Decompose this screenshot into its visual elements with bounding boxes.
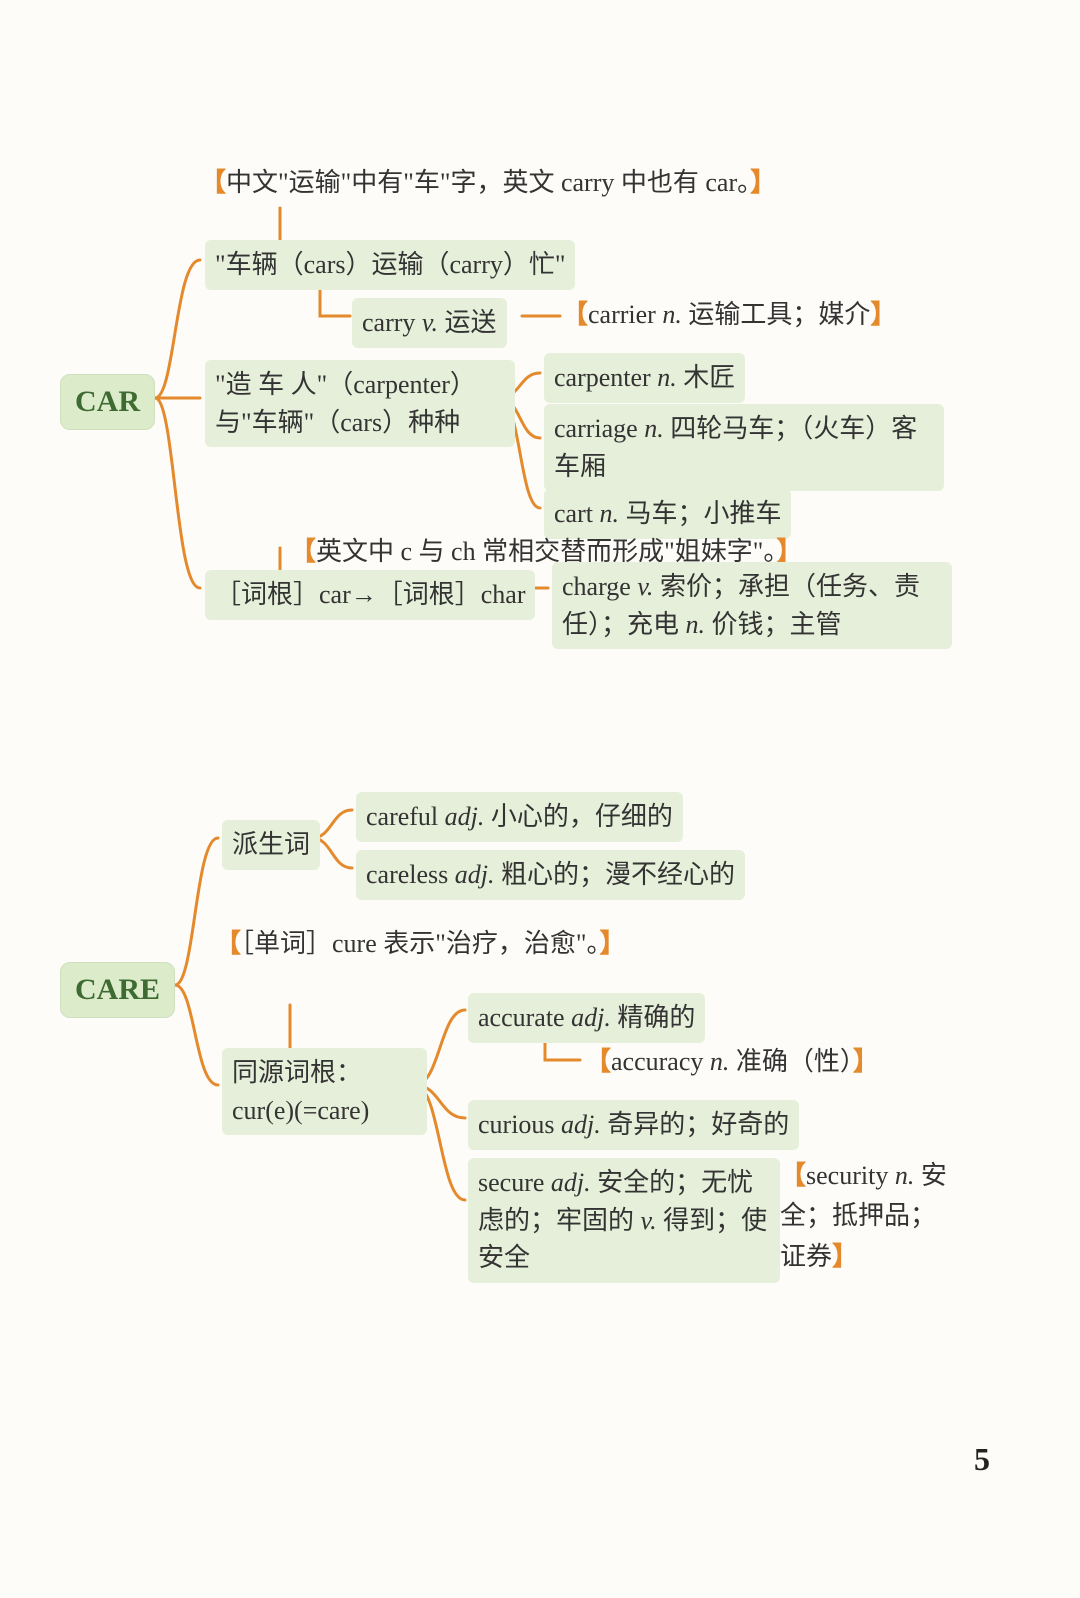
text-line: cur(e)(=care) — [232, 1092, 417, 1130]
note-cure: 【［单词］cure 表示"治疗，治愈"。】 — [215, 926, 626, 962]
node-curious: curious adj. 奇异的；好奇的 — [468, 1100, 799, 1150]
root-care: CARE — [60, 962, 175, 1018]
node-derivatives: 派生词 — [222, 820, 320, 870]
node-carpenter: carpenter n. 木匠 — [544, 353, 745, 403]
node-carry-verb: carry v. 运送 — [352, 298, 507, 348]
text-line: 与"车辆"（cars）种种 — [215, 404, 505, 442]
root-car: CAR — [60, 374, 155, 430]
node-cognate-root: 同源词根： cur(e)(=care) — [222, 1048, 427, 1135]
note-accuracy: 【accuracy n. 准确（性）】 — [585, 1044, 879, 1080]
node-cars-carry-phrase: "车辆（cars）运输（carry）忙" — [205, 240, 575, 290]
text-line: 同源词根： — [232, 1054, 417, 1092]
node-charge: charge v. 索价；承担（任务、责任）；充电 n. 价钱；主管 — [552, 562, 952, 649]
node-cart: cart n. 马车；小推车 — [544, 489, 791, 539]
note-carrier: 【carrier n. 运输工具；媒介】 — [562, 297, 896, 333]
node-secure: secure adj. 安全的；无忧虑的；牢固的 v. 得到；使安全 — [468, 1158, 780, 1283]
node-accurate: accurate adj. 精确的 — [468, 993, 705, 1043]
note-text: ［单词］cure 表示"治疗，治愈"。 — [241, 929, 599, 958]
node-car-char-root: ［词根］car→［词根］char — [205, 570, 535, 620]
node-careless: careless adj. 粗心的；漫不经心的 — [356, 850, 745, 900]
text-line: "造 车 人"（carpenter） — [215, 366, 505, 404]
note-car-carry: 【中文"运输"中有"车"字，英文 carry 中也有 car。】 — [200, 165, 776, 201]
diagram-stage: CAR 【中文"运输"中有"车"字，英文 carry 中也有 car。】 "车辆… — [0, 0, 1080, 1598]
node-careful: careful adj. 小心的，仔细的 — [356, 792, 683, 842]
note-security: 【security n. 安全；抵押品；证券】 — [780, 1156, 955, 1277]
node-carriage: carriage n. 四轮马车；（火车）客车厢 — [544, 404, 944, 491]
note-text: 中文"运输"中有"车"字，英文 carry 中也有 car。 — [226, 168, 750, 197]
node-carpenter-cars: "造 车 人"（carpenter） 与"车辆"（cars）种种 — [205, 360, 515, 447]
page-number: 5 — [974, 1441, 990, 1478]
